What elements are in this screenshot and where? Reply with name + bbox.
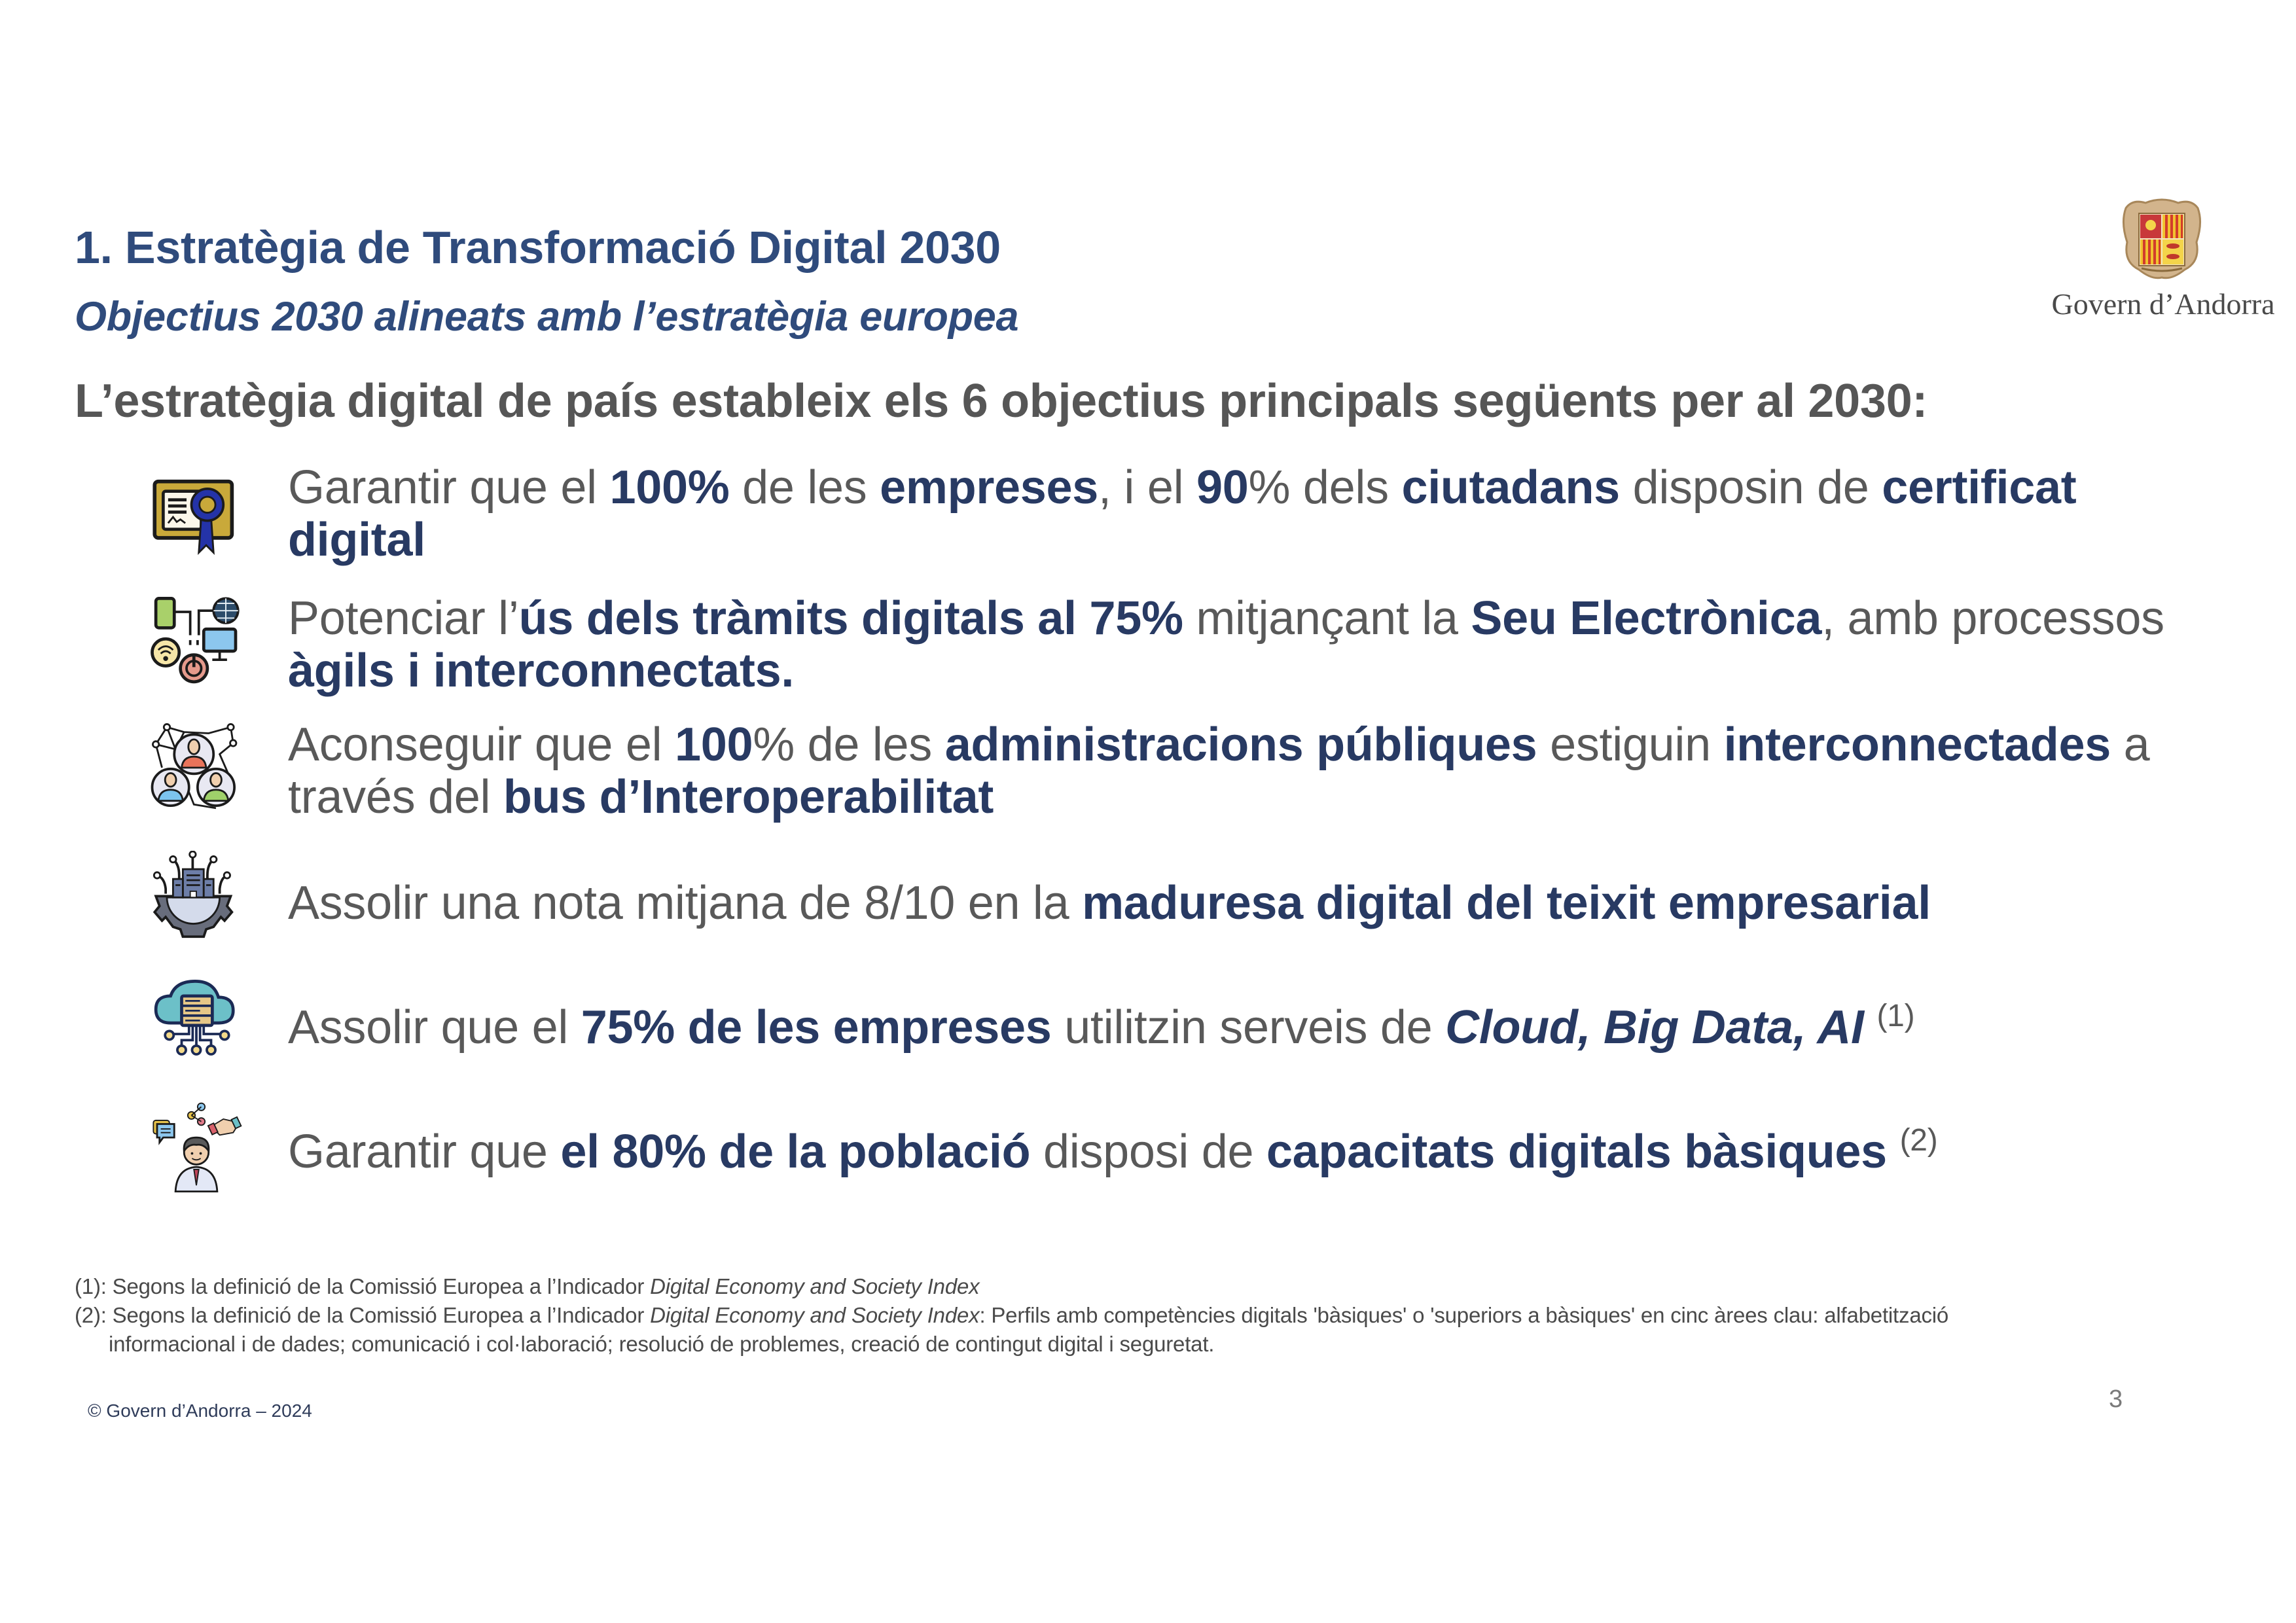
page-title: 1. Estratègia de Transformació Digital 2… xyxy=(75,222,1001,273)
objective-text: Garantir que el 100% de les empreses, i … xyxy=(288,461,2077,566)
page-subtitle: Objectius 2030 alineats amb l’estratègia… xyxy=(75,294,1019,340)
footnotes: (1): Segons la definició de la Comissió … xyxy=(75,1272,2234,1359)
footnote-1: (1): Segons la definició de la Comissió … xyxy=(75,1274,980,1298)
footnote-2-continuation: informacional i de dades; comunicació i … xyxy=(109,1332,1215,1356)
certificate-icon xyxy=(152,479,234,556)
govern-andorra-logo: Govern d’Andorra xyxy=(2042,190,2284,327)
digital-procedures-network-icon xyxy=(151,597,240,684)
page-number: 3 xyxy=(2109,1385,2123,1413)
andorra-coat-of-arms-icon xyxy=(2123,198,2201,279)
objective-text: Assolir una nota mitjana de 8/10 en la m… xyxy=(288,877,1931,929)
objective-text: Assolir que el 75% de les empreses utili… xyxy=(288,999,1915,1054)
objective-text: Potenciar l’ús dels tràmits digitals al … xyxy=(288,592,2164,697)
digital-business-gear-icon xyxy=(152,851,234,938)
objective-text: Garantir que el 80% de la població dispo… xyxy=(288,1123,1938,1179)
objective-text: Aconseguir que el 100% de les administra… xyxy=(288,719,2150,823)
digital-skills-person-icon xyxy=(152,1102,242,1193)
footnote-ref-2: (2) xyxy=(1899,1123,1938,1158)
logo-text: Govern d’Andorra xyxy=(2051,287,2275,321)
intro-heading: L’estratègia digital de país estableix e… xyxy=(75,375,1928,427)
footnote-2: (2): Segons la definició de la Comissió … xyxy=(75,1303,1949,1327)
cloud-server-icon xyxy=(154,980,235,1056)
people-network-icon xyxy=(151,723,238,810)
footnote-ref-1: (1) xyxy=(1876,999,1915,1033)
copyright: © Govern d’Andorra – 2024 xyxy=(88,1400,312,1421)
